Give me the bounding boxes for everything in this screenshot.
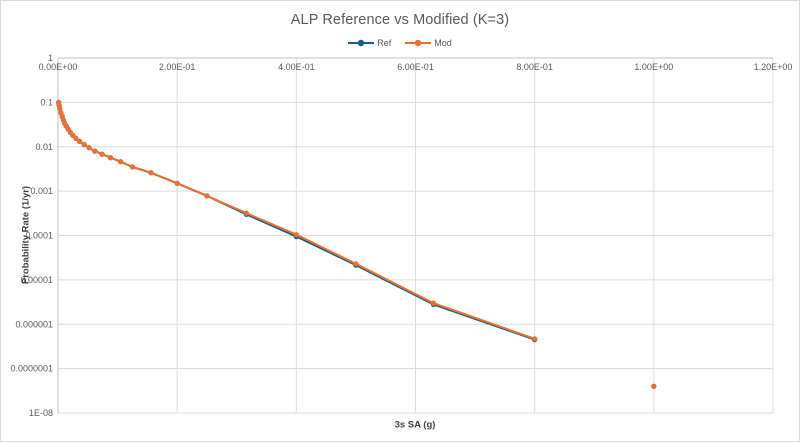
series-mod-marker xyxy=(76,138,83,144)
y-axis-title: Probability Rate (1/yr) xyxy=(20,185,32,285)
series-mod-marker xyxy=(651,383,657,389)
legend-label-mod: Mod xyxy=(434,38,452,48)
series-mod-marker xyxy=(99,151,105,157)
legend-marker-ref-icon xyxy=(348,39,375,47)
chart-legend: Ref Mod xyxy=(1,38,799,48)
y-tick-label: 0.0000001 xyxy=(10,364,53,374)
series-mod-marker xyxy=(81,142,87,148)
series-mod-marker xyxy=(353,261,359,267)
y-tick-label: 1E-08 xyxy=(29,408,53,418)
x-tick-label: 1.20E+00 xyxy=(754,62,793,72)
legend-item-ref: Ref xyxy=(348,38,391,48)
x-tick-label: 1.00E+00 xyxy=(634,62,673,72)
chart-title: ALP Reference vs Modified (K=3) xyxy=(290,12,510,28)
series-mod-marker xyxy=(57,106,63,112)
y-tick-label: 0.1 xyxy=(40,97,53,107)
y-tick-label: 1 xyxy=(48,53,53,63)
y-tick-label: 0.01 xyxy=(35,142,53,152)
series-mod-marker xyxy=(107,155,113,161)
series-mod-marker xyxy=(174,180,180,186)
x-axis-title: 3s SA (g) xyxy=(394,419,436,431)
x-tick-label: 6.00E-01 xyxy=(397,62,434,72)
series-mod-marker xyxy=(532,336,538,342)
x-tick-label: 0.00E+00 xyxy=(39,62,78,72)
y-tick-label: 0.000001 xyxy=(15,319,53,329)
x-tick-label: 4.00E-01 xyxy=(278,62,315,72)
series-mod-marker xyxy=(430,300,436,306)
series-mod-marker xyxy=(204,193,210,199)
x-tick-label: 8.00E-01 xyxy=(516,62,553,72)
legend-label-ref: Ref xyxy=(377,38,392,48)
series-mod-marker xyxy=(86,145,92,151)
y-tick-label: 0.0001 xyxy=(25,231,53,241)
series-mod-marker xyxy=(118,159,124,165)
x-tick-label: 2.00E-01 xyxy=(159,62,196,72)
series-mod-marker xyxy=(243,210,249,216)
series-mod-marker xyxy=(92,148,98,154)
series-mod-marker xyxy=(73,135,79,141)
y-tick-label: 0.00001 xyxy=(20,275,53,285)
series-mod-marker xyxy=(148,170,154,176)
y-tick-label: 0.001 xyxy=(30,186,53,196)
legend-item-mod: Mod xyxy=(405,38,452,48)
series-mod-marker xyxy=(129,164,136,170)
series-mod-marker xyxy=(293,232,299,238)
legend-marker-mod-icon xyxy=(405,39,432,47)
